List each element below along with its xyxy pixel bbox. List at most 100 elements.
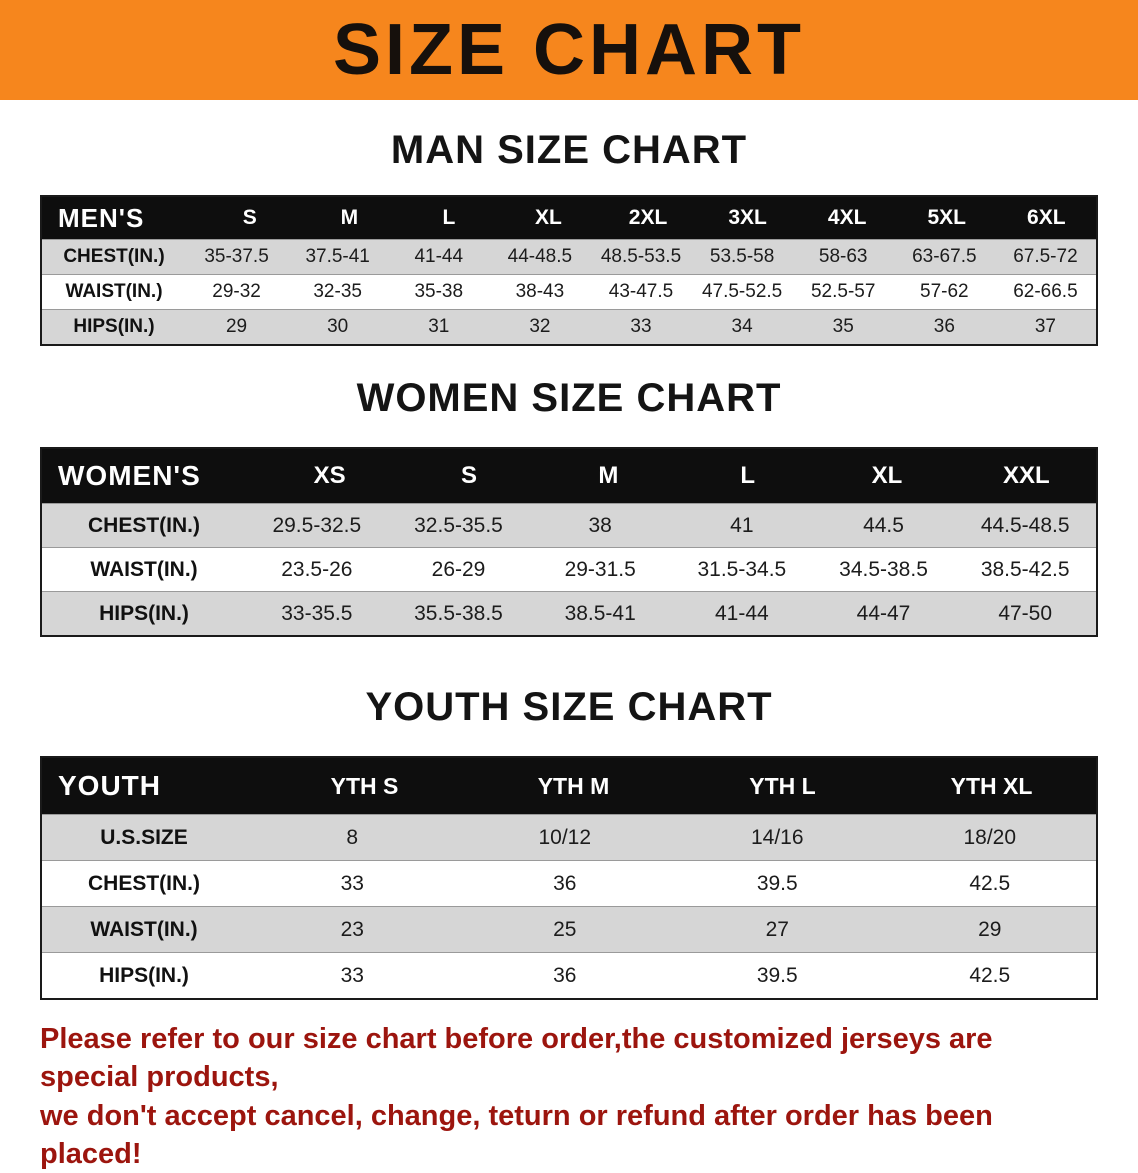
size-cell: 23.5-26 xyxy=(281,557,353,581)
table-row: U.S.SIZE 8 10/12 14/16 18/20 xyxy=(42,814,1096,860)
column-header: M xyxy=(598,462,619,489)
banner: SIZE CHART xyxy=(0,0,1138,100)
size-cell: 32-35 xyxy=(313,281,362,302)
women-size-chart-heading: WOMEN SIZE CHART xyxy=(356,376,782,420)
size-cell: 33 xyxy=(630,316,652,337)
disclaimer-line-1: Please refer to our size chart before or… xyxy=(40,1023,993,1094)
size-cell: 29 xyxy=(978,917,1002,941)
men-size-chart-section: MAN SIZE CHART MEN'S S M L XL 2XL 3XL 4XL 5XL 6XL… xyxy=(0,128,1138,346)
table-row: HIPS(IN.) 29 30 31 32 33 34 35 36 37 xyxy=(42,309,1096,344)
table-row: HIPS(IN.) 33-35.5 35.5-38.5 38.5-41 41-44 44-… xyxy=(42,591,1096,635)
size-cell: 33-35.5 xyxy=(281,601,353,625)
size-cell: 37.5-41 xyxy=(305,246,370,267)
size-cell: 29-32 xyxy=(212,281,261,302)
size-cell: 47.5-52.5 xyxy=(701,281,783,302)
size-cell: 37 xyxy=(1034,316,1056,337)
men-size-table: MEN'S S M L XL 2XL 3XL 4XL 5XL 6XL CHEST(IN.) 35-37… xyxy=(40,195,1098,346)
size-cell: 36 xyxy=(553,963,577,987)
size-cell: 63-67.5 xyxy=(912,246,977,267)
size-cell: 41 xyxy=(730,513,754,537)
size-cell: 42.5 xyxy=(969,963,1011,987)
men-size-chart-heading: MAN SIZE CHART xyxy=(390,128,748,172)
size-cell: 38.5-41 xyxy=(564,601,636,625)
size-cell: 38 xyxy=(588,513,612,537)
size-cell: 53.5-58 xyxy=(709,246,775,267)
table-corner-label: WOMEN'S xyxy=(58,460,201,491)
size-cell: 10/12 xyxy=(538,825,592,849)
row-label: CHEST(IN.) xyxy=(88,871,200,895)
size-cell: 31.5-34.5 xyxy=(697,557,787,581)
table-row: WAIST(IN.) 23 25 27 29 xyxy=(42,906,1096,952)
size-cell: 27 xyxy=(765,917,789,941)
size-cell: 52.5-57 xyxy=(810,281,876,302)
size-cell: 29-31.5 xyxy=(564,557,636,581)
youth-size-chart-heading: YOUTH SIZE CHART xyxy=(365,685,773,729)
row-label: CHEST(IN.) xyxy=(88,513,200,537)
size-cell: 38-43 xyxy=(515,281,565,302)
size-cell: 26-29 xyxy=(431,557,486,581)
column-header: 6XL xyxy=(1027,206,1066,229)
size-cell: 39.5 xyxy=(756,963,798,987)
size-cell: 35 xyxy=(832,316,854,337)
size-cell: 62-66.5 xyxy=(1013,281,1078,302)
disclaimer: Please refer to our size chart before or… xyxy=(40,1020,1098,1173)
size-cell: 25 xyxy=(553,917,577,941)
column-header: YTH S xyxy=(330,772,399,799)
size-cell: 41-44 xyxy=(714,601,769,625)
size-cell: 44-47 xyxy=(856,601,911,625)
row-label: WAIST(IN.) xyxy=(90,917,198,941)
row-label: HIPS(IN.) xyxy=(99,963,189,987)
table-corner-label: MEN'S xyxy=(58,202,145,233)
size-cell: 34 xyxy=(731,316,753,337)
size-cell: 18/20 xyxy=(963,825,1017,849)
size-cell: 39.5 xyxy=(756,871,798,895)
size-cell: 43-47.5 xyxy=(608,281,674,302)
column-header: 2XL xyxy=(628,206,668,229)
size-cell: 8 xyxy=(346,825,359,849)
column-header: M xyxy=(340,206,359,229)
size-cell: 47-50 xyxy=(998,601,1053,625)
column-header: YTH M xyxy=(537,772,610,799)
row-label: HIPS(IN.) xyxy=(73,316,155,337)
page-title: SIZE CHART xyxy=(333,10,805,90)
size-cell: 14/16 xyxy=(750,825,804,849)
column-header: XXL xyxy=(1002,462,1050,489)
size-cell: 57-62 xyxy=(920,281,969,302)
column-header: XL xyxy=(535,206,562,229)
size-cell: 41-44 xyxy=(414,246,464,267)
row-label: HIPS(IN.) xyxy=(99,601,189,625)
table-row: WAIST(IN.) 29-32 32-35 35-38 38-43 43-47.5 47.… xyxy=(42,274,1096,309)
column-header: YTH XL xyxy=(950,772,1033,799)
size-cell: 35-37.5 xyxy=(204,246,269,267)
row-label: U.S.SIZE xyxy=(100,825,188,849)
size-cell: 34.5-38.5 xyxy=(839,557,928,581)
table-row: WAIST(IN.) 23.5-26 26-29 29-31.5 31.5-34.5 34… xyxy=(42,547,1096,591)
table-row: HIPS(IN.) 33 36 39.5 42.5 xyxy=(42,952,1096,998)
column-header: XL xyxy=(871,462,903,489)
table-header-row: WOMEN'S XS S M L XL XXL xyxy=(42,449,1096,503)
size-cell: 35-38 xyxy=(414,281,464,302)
column-header: 3XL xyxy=(728,206,767,229)
size-cell: 32 xyxy=(529,316,551,337)
size-cell: 36 xyxy=(933,316,955,337)
size-cell: 33 xyxy=(340,963,364,987)
youth-size-chart-section: YOUTH SIZE CHART YOUTH YTH S YTH M YTH L YTH… xyxy=(0,685,1138,1000)
table-row: CHEST(IN.) 33 36 39.5 42.5 xyxy=(42,860,1096,906)
size-cell: 35.5-38.5 xyxy=(414,601,503,625)
column-header: L xyxy=(442,206,456,229)
table-corner-label: YOUTH xyxy=(58,770,161,801)
column-header: S xyxy=(242,206,257,229)
youth-size-table: YOUTH YTH S YTH M YTH L YTH XL U.S.SIZE 8 10/12… xyxy=(40,756,1098,1000)
size-cell: 44.5-48.5 xyxy=(980,513,1070,537)
women-size-table: WOMEN'S XS S M L XL XXL CHEST(IN.) 29.5-32.5 32.5… xyxy=(40,447,1098,637)
table-header-row: YOUTH YTH S YTH M YTH L YTH XL xyxy=(42,758,1096,814)
size-cell: 23 xyxy=(340,917,364,941)
size-cell: 38.5-42.5 xyxy=(980,557,1070,581)
size-cell: 58-63 xyxy=(818,246,868,267)
women-size-chart-section: WOMEN SIZE CHART WOMEN'S XS S M L XL XXL CHEST(… xyxy=(0,376,1138,637)
table-row: CHEST(IN.) 29.5-32.5 32.5-35.5 38 41 44.5 44.5… xyxy=(42,503,1096,547)
size-cell: 33 xyxy=(340,871,364,895)
table-header-row: MEN'S S M L XL 2XL 3XL 4XL 5XL 6XL xyxy=(42,197,1096,239)
size-cell: 42.5 xyxy=(969,871,1011,895)
